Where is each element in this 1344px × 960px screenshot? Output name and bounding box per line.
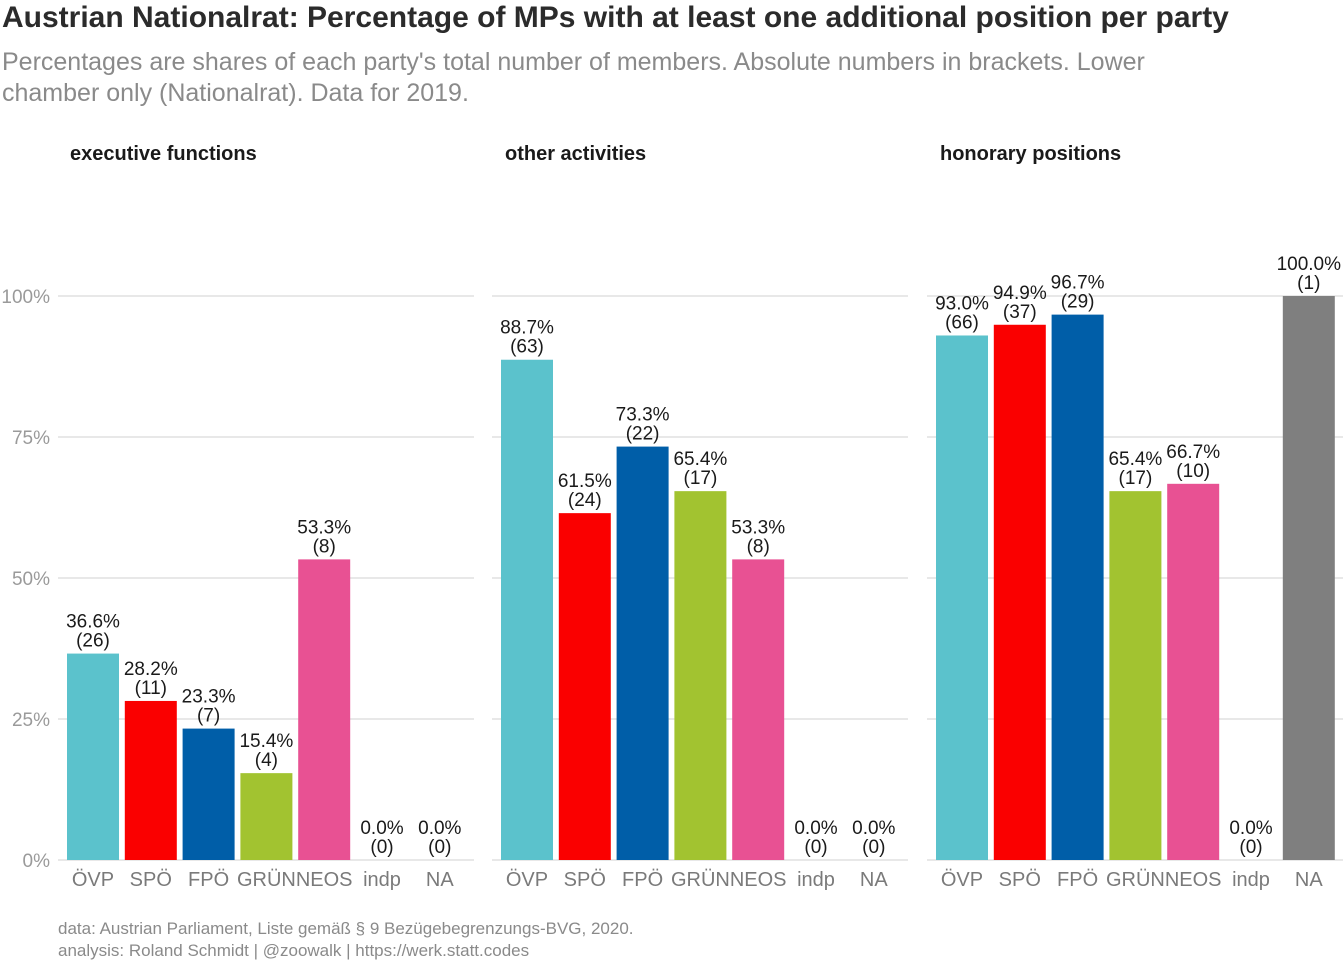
x-tick-label: indp <box>1232 869 1270 891</box>
x-tick-label: FPÖ <box>188 869 229 891</box>
bar-count-label: (0) <box>862 837 885 858</box>
bar-value-label: 66.7% <box>1166 442 1220 463</box>
x-tick-label: SPÖ <box>564 869 606 891</box>
x-tick-label: NEOS <box>296 869 353 891</box>
x-tick-label: indp <box>363 869 401 891</box>
bar-value-label: 0.0% <box>794 818 837 839</box>
x-tick-label: GRÜN <box>671 869 730 891</box>
y-tick-label: 100% <box>1 287 50 308</box>
x-tick-label: NA <box>860 869 888 891</box>
chart-subtitle-line-2: chamber only (Nationalrat). Data for 201… <box>2 79 469 107</box>
caption-data-source: data: Austrian Parliament, Liste gemäß §… <box>58 919 634 938</box>
caption-analysis: analysis: Roland Schmidt | @zoowalk | ht… <box>58 941 529 960</box>
bar <box>1282 296 1335 860</box>
x-tick-label: indp <box>797 869 835 891</box>
y-tick-label: 25% <box>12 710 50 731</box>
x-tick-label: SPÖ <box>130 869 172 891</box>
bar-value-label: 0.0% <box>1229 818 1272 839</box>
bar <box>1167 483 1220 860</box>
bar-count-label: (17) <box>1119 468 1153 489</box>
bar-count-label: (7) <box>197 706 220 727</box>
bar <box>298 559 351 860</box>
bar-count-label: (29) <box>1061 292 1095 313</box>
bar-count-label: (0) <box>428 837 451 858</box>
bar <box>124 700 177 860</box>
x-tick-label: GRÜN <box>237 869 296 891</box>
y-tick-label: 50% <box>12 569 50 590</box>
chart-title: Austrian Nationalrat: Percentage of MPs … <box>2 1 1229 34</box>
bar-count-label: (11) <box>135 678 167 699</box>
chart-subtitle-line-1: Percentages are shares of each party's t… <box>2 48 1145 76</box>
bar <box>558 513 611 860</box>
x-tick-label: NA <box>426 869 454 891</box>
bar-value-label: 0.0% <box>852 818 895 839</box>
bar-count-label: (10) <box>1176 461 1210 482</box>
bar <box>1109 491 1162 860</box>
y-tick-label: 75% <box>12 428 50 449</box>
bar-count-label: (63) <box>510 337 544 358</box>
bar-count-label: (26) <box>76 631 110 652</box>
bar-value-label: 0.0% <box>360 818 403 839</box>
x-tick-label: NEOS <box>730 869 787 891</box>
x-tick-label: NEOS <box>1165 869 1222 891</box>
bar-count-label: (4) <box>255 750 278 771</box>
bar-value-label: 94.9% <box>993 283 1047 304</box>
bar-count-label: (66) <box>945 312 979 333</box>
x-tick-label: FPÖ <box>622 869 663 891</box>
bar-value-label: 36.6% <box>66 612 120 633</box>
bar-count-label: (24) <box>568 490 602 511</box>
bar <box>67 653 119 860</box>
facet-panel: honorary positions 93.0%(66) ÖVP 94.9%(37) S… <box>927 143 1343 891</box>
bar-count-label: (8) <box>313 536 336 557</box>
bar-count-label: (0) <box>804 837 827 858</box>
bar-value-label: 96.7% <box>1051 273 1105 294</box>
bar-value-label: 88.7% <box>500 318 554 339</box>
x-tick-label: SPÖ <box>999 869 1041 891</box>
bar-value-label: 65.4% <box>673 449 727 470</box>
bar-count-label: (0) <box>1239 837 1262 858</box>
facet-title: executive functions <box>70 143 257 165</box>
x-tick-label: GRÜN <box>1106 869 1165 891</box>
x-tick-label: FPÖ <box>1057 869 1098 891</box>
bar <box>182 728 235 860</box>
x-tick-label: ÖVP <box>72 869 114 891</box>
y-tick-label: 0% <box>23 851 51 872</box>
bar-count-label: (22) <box>626 424 660 445</box>
bar-count-label: (8) <box>747 536 770 557</box>
bar-value-label: 73.3% <box>616 405 670 426</box>
facet-panel: other activities 88.7%(63) ÖVP 61.5%(24) SPÖ… <box>492 143 908 891</box>
bar-value-label: 61.5% <box>558 471 612 492</box>
bar-count-label: (0) <box>370 837 393 858</box>
facets: executive functions 36.6%(26) ÖVP 28.2%(11)… <box>58 143 1343 891</box>
facet-title: honorary positions <box>940 143 1121 165</box>
bar-value-label: 0.0% <box>418 818 461 839</box>
bar-value-label: 53.3% <box>297 517 351 538</box>
bar-value-label: 28.2% <box>124 659 178 680</box>
bar-value-label: 53.3% <box>731 517 785 538</box>
bar-value-label: 23.3% <box>182 687 236 708</box>
bar-count-label: (17) <box>684 468 718 489</box>
y-axis: 0% 25% 50% 75% 100% <box>1 287 50 872</box>
x-tick-label: NA <box>1295 869 1323 891</box>
bar-value-label: 65.4% <box>1108 449 1162 470</box>
bar <box>936 335 988 861</box>
bar-count-label: (1) <box>1297 273 1320 294</box>
bar-value-label: 100.0% <box>1277 254 1342 275</box>
bar-value-label: 15.4% <box>239 731 293 752</box>
bar <box>674 491 727 860</box>
x-tick-label: ÖVP <box>506 869 548 891</box>
bar <box>1051 314 1104 860</box>
bar <box>993 324 1046 860</box>
bar <box>240 773 293 860</box>
bar <box>616 446 669 860</box>
bar-count-label: (37) <box>1003 302 1037 323</box>
x-tick-label: ÖVP <box>941 869 983 891</box>
bar-value-label: 93.0% <box>935 293 989 314</box>
facet-panel: executive functions 36.6%(26) ÖVP 28.2%(11)… <box>58 143 474 891</box>
facet-title: other activities <box>505 143 646 165</box>
bar <box>501 359 553 860</box>
bar <box>732 559 785 860</box>
